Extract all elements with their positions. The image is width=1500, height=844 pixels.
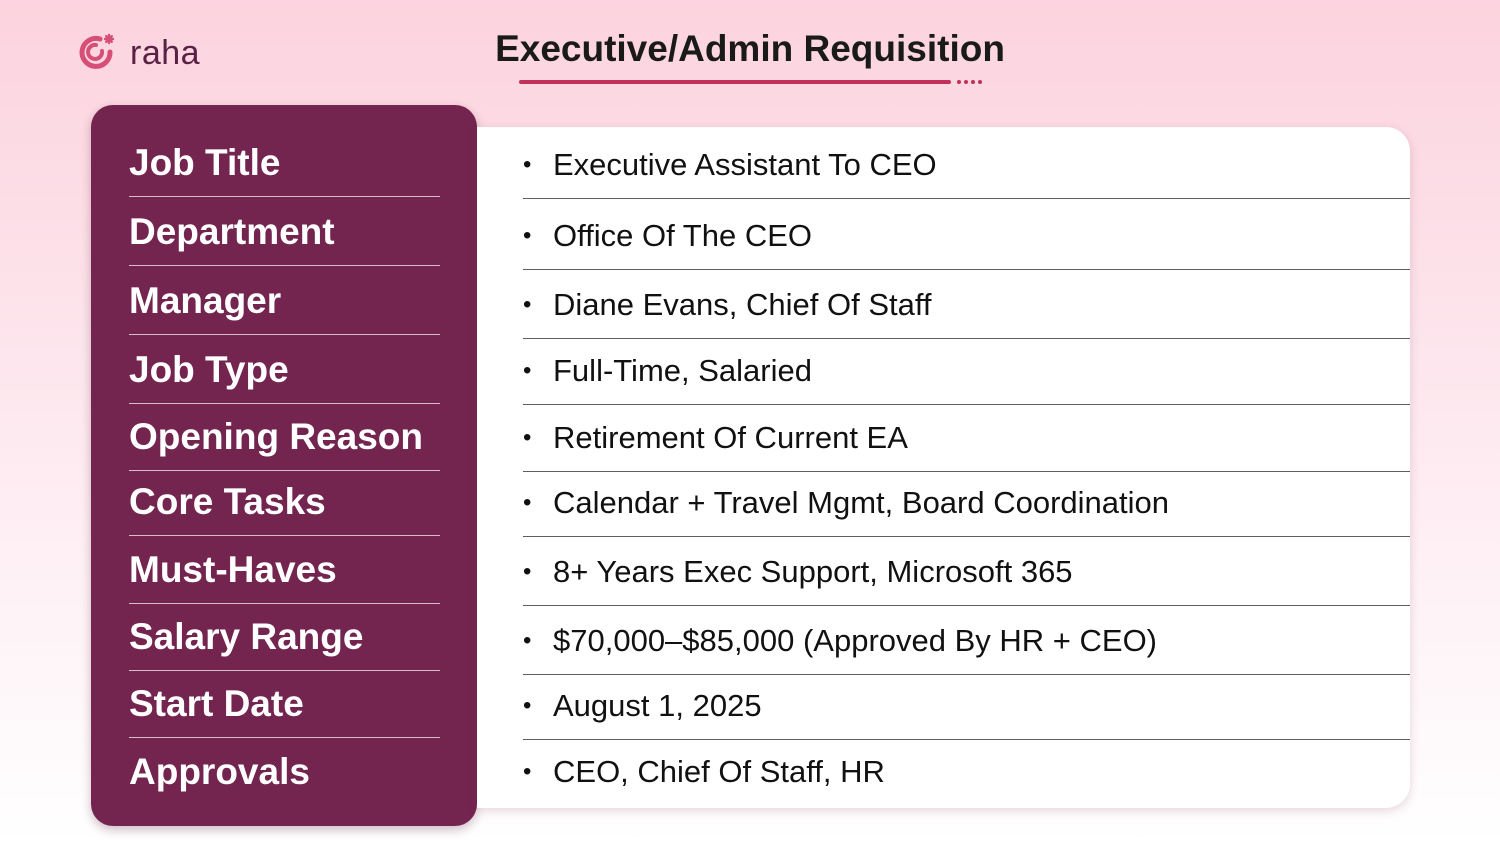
underline-dot — [978, 80, 982, 84]
field-value-row: • Office Of The CEO — [523, 203, 1410, 270]
field-label: Core Tasks — [129, 469, 440, 536]
field-label: Department — [129, 199, 440, 266]
field-label: Must-Haves — [129, 537, 440, 604]
field-value: CEO, Chief Of Staff, HR — [553, 753, 885, 789]
field-value: Retirement Of Current EA — [553, 420, 908, 455]
page-title: Executive/Admin Requisition — [495, 28, 1005, 69]
bullet-icon: • — [523, 424, 532, 451]
bullet-icon: • — [523, 357, 532, 384]
field-value: Full-Time, Salaried — [553, 353, 812, 388]
field-value: 8+ Years Exec Support, Microsoft 365 — [553, 554, 1073, 589]
bullet-icon: • — [523, 627, 532, 654]
field-value: Diane Evans, Chief Of Staff — [553, 287, 932, 322]
field-label: Approvals — [129, 750, 310, 792]
field-values-panel: • Executive Assistant To CEO • Office Of T… — [477, 127, 1410, 808]
field-label: Salary Range — [129, 604, 440, 671]
field-value-row: • Full-Time, Salaried — [523, 338, 1410, 405]
field-label: Opening Reason — [129, 404, 440, 471]
bullet-icon: • — [523, 558, 532, 585]
field-value-row: • Diane Evans, Chief Of Staff — [523, 272, 1410, 339]
field-value-row: • 8+ Years Exec Support, Microsoft 365 — [523, 539, 1410, 606]
field-label: Start Date — [129, 671, 440, 738]
title-underline-dots — [957, 80, 982, 84]
underline-dot — [964, 80, 968, 84]
field-value-row: • CEO, Chief Of Staff, HR — [523, 738, 1410, 805]
field-value-row: • $70,000–$85,000 (Approved By HR + CEO) — [523, 608, 1410, 675]
field-labels-panel: Job Title Department Manager Job Type Op… — [91, 105, 477, 826]
brand-name: raha — [130, 33, 201, 72]
title-underline — [519, 80, 951, 84]
field-label: Job Title — [129, 130, 440, 197]
field-value: $70,000–$85,000 (Approved By HR + CEO) — [553, 623, 1158, 658]
refresh-star-icon — [79, 33, 115, 69]
field-value-row: • Retirement Of Current EA — [523, 405, 1410, 472]
brand-logo: raha — [76, 32, 200, 74]
underline-dot — [971, 80, 975, 84]
field-label: Manager — [129, 268, 440, 335]
underline-dot — [957, 80, 961, 84]
bullet-icon: • — [523, 291, 532, 318]
field-value-row: • Executive Assistant To CEO — [523, 132, 1410, 199]
bullet-icon: • — [523, 151, 532, 178]
field-label: Job Type — [129, 337, 440, 404]
bullet-icon: • — [523, 489, 532, 516]
field-value-row: • August 1, 2025 — [523, 673, 1410, 740]
bullet-icon: • — [523, 692, 532, 719]
bullet-icon: • — [523, 757, 532, 785]
field-value: Office Of The CEO — [553, 218, 813, 253]
bullet-icon: • — [523, 222, 532, 249]
field-value: August 1, 2025 — [553, 688, 762, 723]
field-value-row: • Calendar + Travel Mgmt, Board Coordinat… — [523, 470, 1410, 537]
field-value: Calendar + Travel Mgmt, Board Coordinati… — [553, 485, 1170, 520]
field-value: Executive Assistant To CEO — [553, 147, 937, 182]
